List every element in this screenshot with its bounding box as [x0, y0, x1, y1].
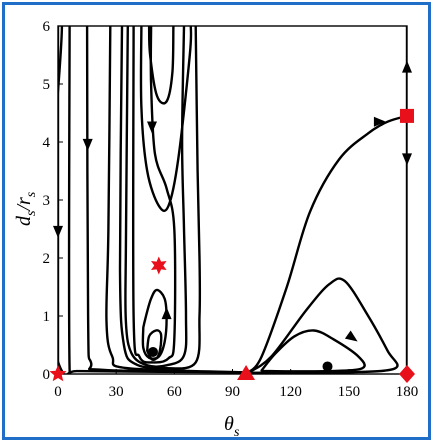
flow-arrow-up	[161, 307, 172, 320]
trajectory-16	[246, 277, 399, 374]
trajectories	[58, 26, 407, 374]
fixed-point-markers	[49, 108, 415, 383]
trajectory-12	[147, 26, 175, 105]
y-axis-label: ds/rs	[13, 191, 39, 226]
x-tick-label: 120	[279, 384, 302, 400]
axis-ticks: 0 30 60 90 120 150 180 0 1 2 3 4 5 6	[43, 19, 419, 400]
flow-arrow-downright	[344, 330, 358, 342]
y-label-slash: /	[13, 203, 35, 212]
trajectory-10	[131, 26, 177, 364]
y-tick-label: 3	[43, 193, 51, 209]
x-tick-label: 150	[338, 384, 361, 400]
x-axis-label: θ s	[224, 413, 240, 440]
triangle-marker	[237, 365, 256, 380]
x-axis-label-main: θ	[224, 413, 234, 435]
y-tick-label: 0	[43, 367, 51, 383]
trajectory-17	[260, 329, 366, 373]
center-point-dot	[148, 346, 159, 357]
y-label-d-sub: s	[24, 210, 39, 216]
flow-arrow-right	[373, 116, 386, 127]
trajectory-9	[124, 26, 188, 368]
diamond-marker	[399, 365, 415, 383]
x-tick-label: 0	[54, 384, 62, 400]
center-point-dot	[322, 361, 333, 372]
y-tick-label: 2	[43, 251, 51, 267]
y-tick-label: 4	[43, 135, 51, 151]
y-tick-label: 1	[43, 309, 51, 325]
flow-arrow-down	[82, 138, 93, 151]
x-tick-label: 60	[167, 384, 182, 400]
hexagram-marker	[151, 256, 167, 275]
y-label-r: r	[13, 197, 35, 205]
trajectory-7	[105, 26, 246, 374]
trajectory-15	[246, 114, 407, 374]
y-label-r-sub: s	[24, 191, 39, 197]
trajectory-11	[139, 26, 193, 213]
trajectory-4	[58, 26, 246, 374]
x-tick-label: 30	[109, 384, 124, 400]
trajectory-6	[85, 26, 246, 374]
flow-arrow-down	[147, 121, 157, 134]
x-axis-label-sub: s	[234, 425, 240, 440]
y-tick-label: 5	[43, 77, 51, 93]
star-marker	[49, 365, 67, 382]
trajectory-8	[118, 26, 202, 370]
figure-frame	[2, 2, 431, 440]
x-tick-label: 90	[225, 384, 240, 400]
svg-text:ds/rs: ds/rs	[13, 191, 39, 226]
trajectory-14	[146, 329, 163, 362]
y-label-d: d	[13, 215, 35, 226]
square-marker	[400, 108, 414, 123]
y-tick-label: 6	[43, 19, 51, 35]
x-tick-label: 180	[396, 384, 419, 400]
